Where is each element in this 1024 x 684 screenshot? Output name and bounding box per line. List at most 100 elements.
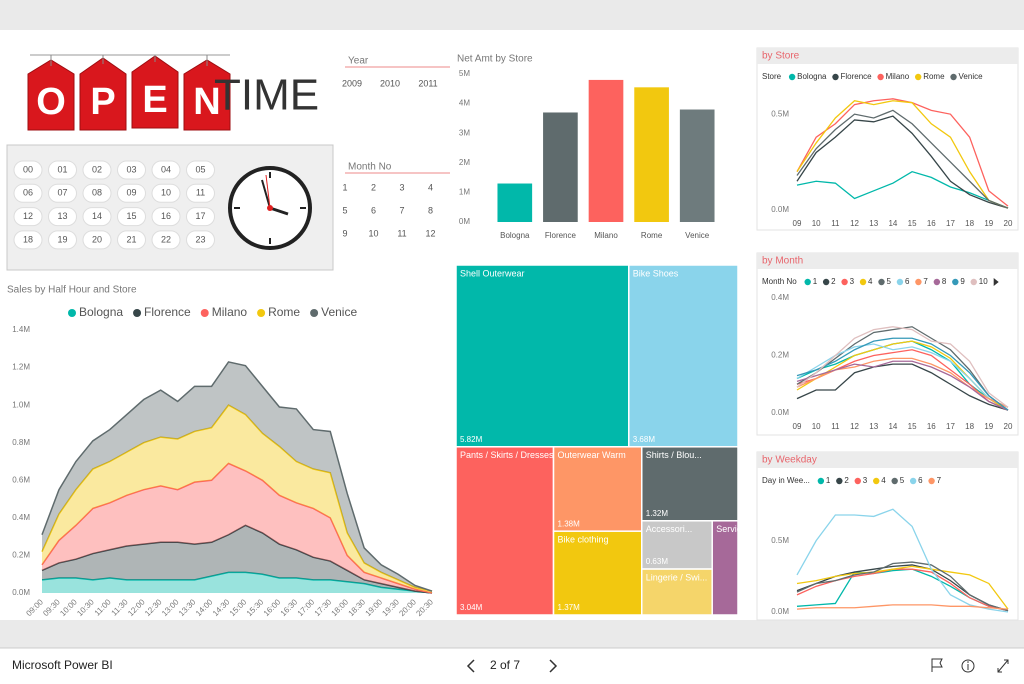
- hour-label[interactable]: 09: [126, 188, 136, 198]
- hour-label[interactable]: 21: [126, 234, 136, 244]
- hour-button[interactable]: [48, 207, 77, 227]
- legend-marker: [873, 477, 880, 485]
- x-tick-label: 13:00: [160, 597, 181, 618]
- legend-marker: [817, 477, 825, 485]
- hour-button[interactable]: [82, 230, 112, 250]
- hour-label[interactable]: 00: [23, 164, 33, 174]
- legend-marker: [970, 278, 977, 286]
- hour-label[interactable]: 06: [23, 188, 33, 198]
- legend-label: Rome: [268, 305, 300, 319]
- series-line: [796, 109, 1009, 209]
- hour-button[interactable]: [151, 230, 181, 250]
- chart-title: by Month: [762, 256, 803, 267]
- hour-label[interactable]: 18: [23, 234, 33, 244]
- month-item[interactable]: 1: [342, 182, 347, 192]
- hour-label[interactable]: 05: [195, 164, 205, 174]
- area-line: [41, 404, 433, 592]
- hour-button[interactable]: [186, 183, 215, 203]
- hour-label[interactable]: 13: [57, 211, 67, 221]
- hour-button[interactable]: [48, 230, 77, 250]
- hour-button[interactable]: [186, 207, 215, 227]
- tile-value: 0.63M: [646, 557, 669, 566]
- treemap-tile[interactable]: [628, 264, 739, 448]
- treemap-tile[interactable]: [711, 520, 739, 616]
- hour-button[interactable]: [151, 160, 181, 180]
- hour-label[interactable]: 03: [126, 164, 136, 174]
- hour-label[interactable]: 19: [57, 234, 67, 244]
- hour-label[interactable]: 17: [195, 211, 205, 221]
- hour-button[interactable]: [13, 230, 43, 250]
- legend-scroll[interactable]: [993, 278, 999, 286]
- hour-label[interactable]: 07: [57, 188, 67, 198]
- hour-label[interactable]: 16: [161, 211, 171, 221]
- y-tick-label: 0.2M: [12, 551, 30, 560]
- info-icon[interactable]: [961, 659, 975, 673]
- next-page[interactable]: [549, 659, 558, 673]
- x-tick-label: 10: [812, 422, 821, 431]
- x-tick-label: 11:00: [93, 597, 113, 617]
- hour-label[interactable]: 23: [195, 234, 205, 244]
- hour-label[interactable]: 11: [196, 188, 205, 198]
- fullscreen-icon[interactable]: [997, 659, 1009, 673]
- y-tick-label: 0.0M: [771, 408, 789, 417]
- hour-button[interactable]: [13, 207, 43, 227]
- month-item[interactable]: 3: [399, 182, 404, 192]
- treemap-tile[interactable]: [552, 446, 643, 532]
- hour-label[interactable]: 22: [161, 234, 171, 244]
- legend-label: 6: [905, 277, 910, 286]
- month-item[interactable]: 6: [371, 205, 376, 215]
- prev-page[interactable]: [466, 659, 475, 673]
- legend-label: 6: [918, 476, 923, 485]
- hour-label[interactable]: 08: [92, 188, 102, 198]
- month-item[interactable]: 8: [428, 205, 433, 215]
- hour-button[interactable]: [151, 207, 181, 227]
- hour-button[interactable]: [48, 183, 77, 203]
- hour-button[interactable]: [13, 183, 43, 203]
- y-tick-label: 5M: [459, 69, 470, 78]
- treemap-tile[interactable]: [455, 264, 630, 448]
- hour-label[interactable]: 15: [126, 211, 136, 221]
- hour-button[interactable]: [117, 160, 146, 180]
- hour-label[interactable]: 04: [161, 164, 171, 174]
- hour-label[interactable]: 01: [57, 164, 67, 174]
- x-tick-label: 12: [850, 219, 859, 228]
- treemap-tile[interactable]: [641, 520, 713, 570]
- month-item[interactable]: 10: [368, 228, 378, 238]
- hour-button[interactable]: [151, 183, 181, 203]
- month-item[interactable]: 7: [399, 205, 404, 215]
- hour-button[interactable]: [82, 160, 112, 180]
- month-item[interactable]: 5: [342, 205, 347, 215]
- year-item[interactable]: 2010: [380, 78, 400, 88]
- hour-button[interactable]: [117, 183, 146, 203]
- tile-label: Bike Shoes: [633, 268, 679, 278]
- legend-marker: [804, 278, 811, 286]
- hour-button[interactable]: [117, 207, 146, 227]
- hour-label[interactable]: 02: [92, 164, 102, 174]
- hour-label[interactable]: 20: [92, 234, 102, 244]
- hour-button[interactable]: [117, 230, 146, 250]
- hour-label[interactable]: 10: [161, 188, 171, 198]
- year-item[interactable]: 2011: [418, 78, 437, 88]
- month-item[interactable]: 2: [371, 182, 376, 192]
- treemap-tile[interactable]: [552, 530, 643, 616]
- treemap-tile[interactable]: [641, 568, 713, 616]
- treemap-tile[interactable]: [455, 446, 555, 616]
- hour-button[interactable]: [48, 160, 77, 180]
- hour-label[interactable]: 14: [92, 211, 102, 221]
- month-item[interactable]: 9: [342, 228, 347, 238]
- hour-label[interactable]: 12: [23, 211, 33, 221]
- month-item[interactable]: 4: [428, 182, 433, 192]
- month-item[interactable]: 11: [397, 228, 406, 238]
- hour-button[interactable]: [186, 160, 215, 180]
- hour-button[interactable]: [186, 230, 215, 250]
- year-item[interactable]: 2009: [342, 78, 362, 88]
- flag-icon[interactable]: [931, 658, 943, 672]
- hour-button[interactable]: [82, 207, 112, 227]
- legend-label: 2: [831, 277, 836, 286]
- hour-button[interactable]: [13, 160, 43, 180]
- hour-button[interactable]: [82, 183, 112, 203]
- x-tick-label: 11:30: [110, 597, 130, 617]
- bar: [588, 79, 624, 222]
- legend-marker: [915, 278, 922, 286]
- month-item[interactable]: 12: [425, 228, 435, 238]
